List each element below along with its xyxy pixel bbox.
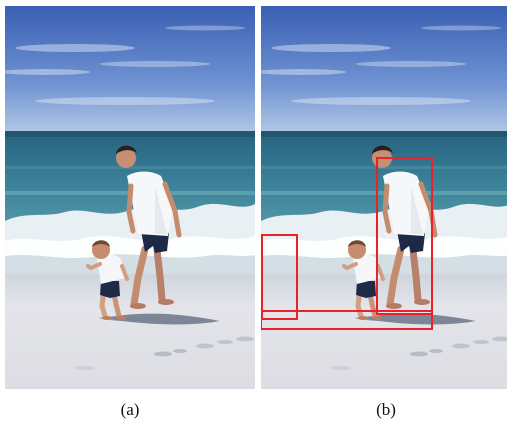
photo-panel-b	[261, 6, 507, 389]
detection-box-child	[261, 234, 298, 320]
beach-photo	[5, 6, 255, 389]
detection-box-ground	[261, 310, 433, 330]
photo-panel-a	[5, 6, 255, 389]
caption-a: (a)	[120, 400, 140, 419]
detection-box-adult	[376, 157, 433, 315]
beach-photo-with-detections	[261, 6, 507, 389]
caption-b: (b)	[376, 400, 396, 419]
